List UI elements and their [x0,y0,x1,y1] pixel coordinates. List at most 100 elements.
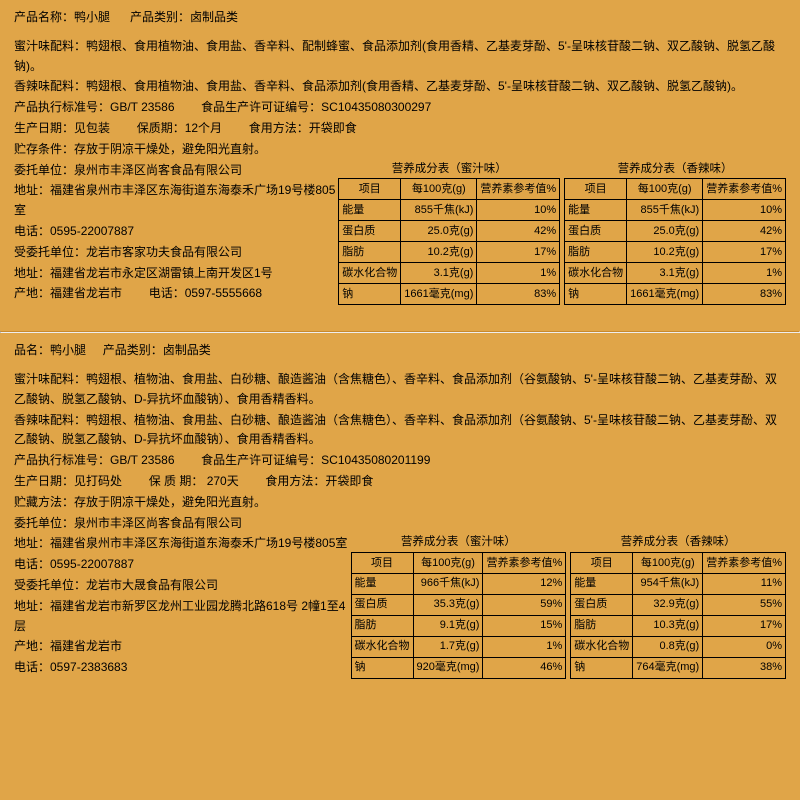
table-row: 钠920毫克(mg)46% [351,657,566,678]
table-cell: 蛋白质 [351,595,413,616]
table-cell: 10.3克(g) [633,615,703,636]
table-row: 碳水化合物0.8克(g)0% [571,636,786,657]
table-cell: 3.1克(g) [401,263,477,284]
p1-nutrition-table-honey: 营养成分表（蜜汁味） 项目每100克(g)营养素参考值% 能量855千焦(kJ)… [338,163,560,306]
p2-nutrition-tables: 营养成分表（蜜汁味） 项目每100克(g)营养素参考值% 能量966千焦(kJ)… [351,536,787,679]
product-label-panel-2: 品名：鸭小腿 产品类别：卤制品类 蜜汁味配料：鸭翅根、植物油、食用盐、白砂糖、酿… [0,333,800,685]
table-cell: 蛋白质 [339,221,401,242]
p2-t1-body: 能量966千焦(kJ)12%蛋白质35.3克(g)59%脂肪9.1克(g)15%… [351,574,566,679]
table-row: 蛋白质35.3克(g)59% [351,595,566,616]
p1-license-no: 食品生产许可证编号：SC10435080300297 [201,100,431,114]
table-cell: 83% [477,284,560,305]
p1-address-2: 地址：福建省龙岩市永定区湖雷镇上南开发区1号 [14,264,338,284]
table-cell: 10.2克(g) [401,242,477,263]
p1-t1-caption: 营养成分表（蜜汁味） [338,163,560,179]
table-row: 能量855千焦(kJ)10% [339,200,560,221]
table-cell: 59% [483,595,566,616]
table-cell: 钠 [339,284,401,305]
table-row: 脂肪10.3克(g)17% [571,615,786,636]
th-per100g: 每100克(g) [633,553,703,574]
p2-name-row: 品名：鸭小腿 产品类别：卤制品类 [14,341,786,361]
th-per100g: 每100克(g) [413,553,483,574]
table-cell: 954千焦(kJ) [633,574,703,595]
table-cell: 碳水化合物 [571,636,633,657]
table-cell: 脂肪 [571,615,633,636]
table-row: 能量966千焦(kJ)12% [351,574,566,595]
p2-nutrition-table-honey: 营养成分表（蜜汁味） 项目每100克(g)营养素参考值% 能量966千焦(kJ)… [351,536,567,679]
table-cell: 钠 [571,657,633,678]
table-cell: 42% [703,221,786,242]
p1-origin-row: 产地：福建省龙岩市 电话：0597-5555668 [14,284,338,304]
th-nrv: 营养素参考值% [703,553,786,574]
p1-ingredients-spicy: 香辣味配料：鸭翅根、食用植物油、食用盐、香辛料、食品添加剂(食用香精、乙基麦芽酚… [14,77,786,97]
table-row: 脂肪10.2克(g)17% [565,242,786,263]
table-cell: 9.1克(g) [413,615,483,636]
p1-product-name: 产品名称：鸭小腿 [14,10,110,24]
table-cell: 脂肪 [351,615,413,636]
p1-nutrition-tables: 营养成分表（蜜汁味） 项目每100克(g)营养素参考值% 能量855千焦(kJ)… [338,163,786,306]
table-cell: 15% [483,615,566,636]
p2-origin: 产地：福建省龙岩市 [14,637,351,657]
table-cell: 1.7克(g) [413,636,483,657]
table-cell: 钠 [565,284,627,305]
table-cell: 10.2克(g) [627,242,703,263]
p2-tel-1: 电话：0595-22007887 [14,555,351,575]
p1-t1-body: 能量855千焦(kJ)10%蛋白质25.0克(g)42%脂肪10.2克(g)17… [339,200,560,305]
p2-storage: 贮藏方法：存放于阴凉干燥处，避免阳光直射。 [14,493,786,513]
table-cell: 碳水化合物 [565,263,627,284]
p1-tel-2: 电话：0597-5555668 [149,286,262,300]
table-row: 蛋白质32.9克(g)55% [571,595,786,616]
p1-shelf-life: 保质期：12个月 [137,121,222,135]
th-item: 项目 [571,553,633,574]
p2-company-info: 地址：福建省泉州市丰泽区东海街道东海泰禾广场19号楼805室 电话：0595-2… [14,534,351,679]
p1-date-row: 生产日期：见包装 保质期：12个月 食用方法：开袋即食 [14,119,786,139]
table-cell: 38% [703,657,786,678]
table-cell: 35.3克(g) [413,595,483,616]
p2-ingredients-spicy: 香辣味配料：鸭翅根、植物油、食用盐、白砂糖、酿造酱油（含焦糖色）、香辛料、食品添… [14,411,786,451]
p1-entrusted-unit: 受委托单位：龙岩市客家功夫食品有限公司 [14,243,338,263]
table-row: 碳水化合物1.7克(g)1% [351,636,566,657]
table-cell: 855千焦(kJ) [401,200,477,221]
p2-t2-body: 能量954千焦(kJ)11%蛋白质32.9克(g)55%脂肪10.3克(g)17… [571,574,786,679]
table-cell: 碳水化合物 [339,263,401,284]
table-row: 能量954千焦(kJ)11% [571,574,786,595]
table-cell: 3.1克(g) [627,263,703,284]
table-cell: 11% [703,574,786,595]
p2-exec-standard: 产品执行标准号：GB/T 23586 [14,453,175,467]
table-cell: 蛋白质 [565,221,627,242]
p1-tel-1: 电话：0595-22007887 [14,222,338,242]
th-per100g: 每100克(g) [627,179,703,200]
p2-t1-caption: 营养成分表（蜜汁味） [351,536,567,552]
table-cell: 脂肪 [339,242,401,263]
table-row: 蛋白质25.0克(g)42% [339,221,560,242]
table-cell: 855千焦(kJ) [627,200,703,221]
p2-entrust-unit: 委托单位：泉州市丰泽区尚客食品有限公司 [14,514,786,534]
table-cell: 32.9克(g) [633,595,703,616]
p2-tel-2: 电话：0597-2383683 [14,658,351,678]
p1-t2-caption: 营养成分表（香辣味） [564,163,786,179]
p2-product-category: 产品类别：卤制品类 [103,343,211,357]
table-cell: 碳水化合物 [351,636,413,657]
table-cell: 966千焦(kJ) [413,574,483,595]
table-row: 脂肪10.2克(g)17% [339,242,560,263]
table-cell: 1% [477,263,560,284]
p1-name-row: 产品名称：鸭小腿 产品类别：卤制品类 [14,8,786,28]
table-cell: 17% [703,615,786,636]
table-cell: 17% [477,242,560,263]
table-cell: 83% [703,284,786,305]
th-nrv: 营养素参考值% [703,179,786,200]
p1-usage: 食用方法：开袋即食 [249,121,357,135]
p2-shelf-life: 保 质 期： 270天 [149,474,239,488]
table-cell: 12% [483,574,566,595]
p1-t2-body: 能量855千焦(kJ)10%蛋白质25.0克(g)42%脂肪10.2克(g)17… [565,200,786,305]
table-cell: 0.8克(g) [633,636,703,657]
p1-nutrition-table-spicy: 营养成分表（香辣味） 项目每100克(g)营养素参考值% 能量855千焦(kJ)… [564,163,786,306]
p1-entrust-unit: 委托单位：泉州市丰泽区尚客食品有限公司 [14,161,338,181]
th-nrv: 营养素参考值% [477,179,560,200]
p2-prod-date: 生产日期：见打码处 [14,474,122,488]
table-cell: 25.0克(g) [401,221,477,242]
table-cell: 钠 [351,657,413,678]
p1-company-info: 委托单位：泉州市丰泽区尚客食品有限公司 地址：福建省泉州市丰泽区东海街道东海泰禾… [14,161,338,306]
p1-prod-date: 生产日期：见包装 [14,121,110,135]
table-cell: 764毫克(mg) [633,657,703,678]
